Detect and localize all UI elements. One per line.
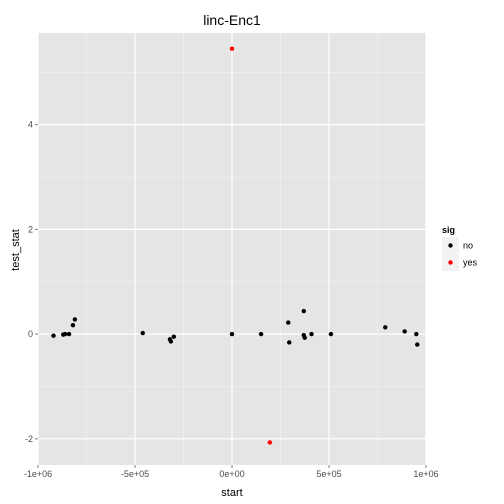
legend-title: sig bbox=[442, 225, 455, 235]
data-point-no bbox=[168, 339, 174, 344]
data-point-no bbox=[258, 331, 264, 337]
y-tick-label: 2 bbox=[28, 224, 33, 234]
y-tick-label: 0 bbox=[28, 329, 33, 339]
data-point-no bbox=[414, 331, 419, 337]
y-axis-ticks: -2 0 2 4 bbox=[25, 120, 38, 444]
legend-label-no: no bbox=[463, 241, 473, 251]
data-point-no bbox=[287, 340, 292, 345]
data-point-no bbox=[301, 308, 306, 314]
data-point-no bbox=[286, 320, 291, 325]
data-point-no bbox=[229, 331, 235, 337]
data-point-no bbox=[309, 331, 314, 337]
data-point-no bbox=[402, 329, 407, 334]
y-tick-label: 4 bbox=[28, 120, 33, 130]
x-tick-label: -1e+06 bbox=[24, 469, 52, 479]
legend-key-yes bbox=[448, 260, 453, 265]
data-points bbox=[51, 46, 420, 445]
data-point-no bbox=[51, 333, 56, 338]
y-axis-label: test_stat bbox=[10, 229, 22, 271]
data-point-no bbox=[140, 330, 145, 336]
data-point-no bbox=[62, 331, 68, 337]
data-point-no bbox=[415, 342, 420, 347]
data-point-no bbox=[72, 317, 78, 322]
x-tick-label: 5e+05 bbox=[316, 469, 341, 479]
chart-title: linc-Enc1 bbox=[203, 12, 261, 28]
x-axis-label: start bbox=[221, 487, 242, 499]
legend-key-no bbox=[448, 243, 453, 248]
data-point-no bbox=[383, 325, 388, 330]
x-tick-label: 0e+00 bbox=[219, 469, 244, 479]
data-point-no bbox=[328, 331, 334, 337]
y-tick-label: -2 bbox=[25, 434, 33, 444]
legend-label-yes: yes bbox=[463, 258, 478, 268]
x-tick-label: 1e+06 bbox=[413, 469, 438, 479]
data-point-no bbox=[66, 331, 72, 337]
x-tick-label: -5e+05 bbox=[121, 469, 149, 479]
data-point-yes bbox=[229, 46, 235, 51]
data-point-no bbox=[302, 335, 307, 340]
legend: sig no yes bbox=[442, 225, 478, 271]
data-point-no bbox=[70, 322, 76, 328]
x-axis-ticks: -1e+06 -5e+05 0e+00 5e+05 1e+06 bbox=[24, 465, 439, 479]
data-point-no bbox=[171, 334, 176, 339]
data-point-yes bbox=[267, 440, 273, 445]
